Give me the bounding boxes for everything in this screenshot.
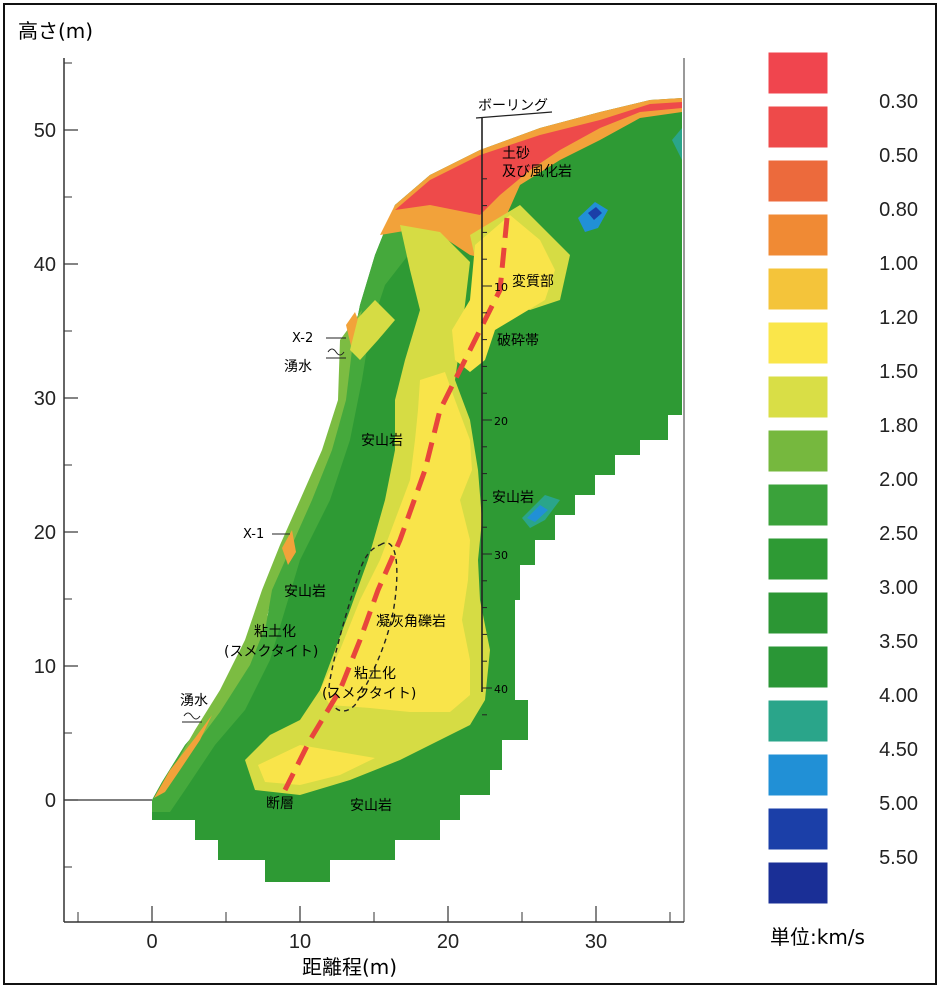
legend-label: 5.00 bbox=[879, 793, 918, 815]
x-axis-title: 距離程(m) bbox=[302, 955, 397, 979]
x2-yellow-seam bbox=[350, 300, 395, 360]
legend-label: 1.50 bbox=[879, 361, 918, 383]
fault-line bbox=[282, 217, 510, 792]
x-tick-label: 30 bbox=[585, 931, 607, 953]
boring-leader bbox=[475, 111, 553, 119]
high-velocity-core-1 bbox=[588, 207, 602, 220]
surface-orange-seam bbox=[154, 715, 212, 798]
spring-icon bbox=[326, 348, 346, 359]
label-andesite-left: 安山岩 bbox=[361, 433, 403, 449]
legend-swatch bbox=[767, 645, 829, 689]
legend-label: 4.50 bbox=[879, 739, 918, 761]
velocity-contour-map bbox=[152, 98, 682, 882]
label-andesite-lower: 安山岩 bbox=[284, 584, 326, 600]
legend-label: 3.00 bbox=[879, 577, 918, 599]
legend-label: 1.80 bbox=[879, 415, 918, 437]
legend-swatch bbox=[767, 807, 829, 851]
label-fault: 断層 bbox=[266, 796, 294, 812]
legend-swatch bbox=[767, 483, 829, 527]
boring-depth-label: 20 bbox=[494, 415, 508, 428]
legend-swatch bbox=[767, 429, 829, 473]
y-tick-label: 30 bbox=[34, 388, 56, 410]
x-tick-label: 20 bbox=[437, 931, 459, 953]
y-tick-label: 10 bbox=[34, 656, 56, 678]
legend-label: 2.50 bbox=[879, 523, 918, 545]
label-smectite-2: (スメクタイト) bbox=[322, 686, 416, 702]
legend-swatch bbox=[767, 321, 829, 365]
x-axis-ticks: 0 10 20 30 bbox=[77, 906, 671, 953]
legend-swatch bbox=[767, 591, 829, 635]
annotations: 土砂 及び風化岩 変質部 破砕帯 安山岩 安山岩 安山岩 安山岩 凝灰角礫岩 粘… bbox=[180, 146, 572, 814]
x-tick-label: 0 bbox=[146, 931, 157, 953]
x1-orange-patch bbox=[282, 530, 296, 565]
label-fractured: 破砕帯 bbox=[497, 333, 539, 349]
boring-depth-scale: 10 20 30 40 bbox=[482, 178, 508, 716]
label-clay-1: 粘土化 bbox=[254, 624, 296, 640]
legend-swatch bbox=[767, 51, 829, 95]
boring-log: ボーリング 10 20 30 40 bbox=[475, 98, 553, 716]
fault-base-core bbox=[258, 745, 375, 785]
label-tuff-breccia: 凝灰角礫岩 bbox=[376, 614, 446, 630]
label-andesite-base: 安山岩 bbox=[350, 798, 392, 814]
boring-label: ボーリング bbox=[478, 98, 548, 114]
legend-label: 0.80 bbox=[879, 199, 918, 221]
label-weathered-rock: 及び風化岩 bbox=[502, 164, 572, 180]
y-tick-label: 40 bbox=[34, 254, 56, 276]
velocity-legend: 0.30 0.50 0.80 1.00 1.20 1.50 1.80 2.00 2.50 3.00… bbox=[767, 51, 918, 905]
y-tick-label: 0 bbox=[45, 790, 56, 812]
boring-depth-label: 30 bbox=[494, 549, 508, 562]
spring-icon bbox=[182, 712, 202, 723]
legend-unit: 単位:km/s bbox=[770, 925, 865, 949]
legend-swatch bbox=[767, 375, 829, 419]
soil-red-layer bbox=[395, 102, 682, 215]
y-tick-label: 20 bbox=[34, 522, 56, 544]
clay-zone-outline bbox=[328, 542, 398, 712]
legend-label: 5.50 bbox=[879, 847, 918, 869]
legend-swatch bbox=[767, 213, 829, 257]
label-spring-upper: 湧水 bbox=[284, 359, 312, 375]
legend-swatch bbox=[767, 267, 829, 311]
legend-label: 0.30 bbox=[879, 91, 918, 113]
tuff-breccia-core bbox=[320, 372, 472, 712]
legend-swatch bbox=[767, 753, 829, 797]
boring-depth-label: 40 bbox=[494, 683, 508, 696]
y-axis-ticks: 0 10 20 30 40 50 bbox=[34, 62, 78, 868]
high-velocity-core-2 bbox=[527, 505, 548, 522]
legend-label: 0.50 bbox=[879, 145, 918, 167]
legend-label: 4.00 bbox=[879, 685, 918, 707]
legend-swatch bbox=[767, 699, 829, 743]
legend-label: 3.50 bbox=[879, 631, 918, 653]
legend-swatch bbox=[767, 105, 829, 149]
legend-swatch bbox=[767, 537, 829, 581]
label-spring-lower: 湧水 bbox=[180, 693, 208, 709]
label-soil: 土砂 bbox=[502, 146, 530, 162]
soil-orange-layer bbox=[380, 98, 682, 260]
boring-depth-label: 10 bbox=[494, 281, 508, 294]
label-andesite-right: 安山岩 bbox=[492, 490, 534, 506]
legend-label: 2.00 bbox=[879, 469, 918, 491]
label-x2: X-2 bbox=[292, 331, 313, 346]
legend-swatch bbox=[767, 159, 829, 203]
legend-label: 1.20 bbox=[879, 307, 918, 329]
legend-label: 1.00 bbox=[879, 253, 918, 275]
label-altered: 変質部 bbox=[512, 273, 554, 290]
label-smectite-1: (スメクタイト) bbox=[224, 644, 318, 660]
label-x1: X-1 bbox=[243, 527, 264, 542]
high-velocity-pocket-3 bbox=[672, 128, 682, 160]
x-tick-label: 10 bbox=[289, 931, 311, 953]
y-axis-title: 高さ(m) bbox=[18, 19, 93, 43]
label-clay-2: 粘土化 bbox=[354, 666, 396, 682]
legend-swatch bbox=[767, 861, 829, 905]
y-tick-label: 50 bbox=[34, 120, 56, 142]
